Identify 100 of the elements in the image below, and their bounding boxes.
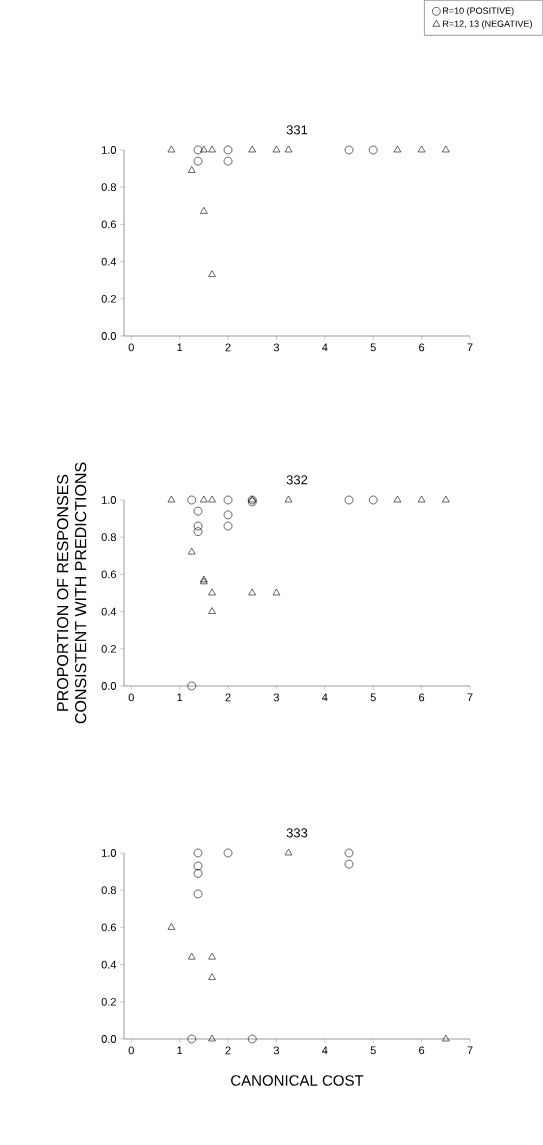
x-tick-label: 0 — [128, 693, 135, 702]
x-tick-label: 5 — [370, 343, 376, 352]
y-tick-label: 1.0 — [102, 146, 117, 154]
point — [223, 145, 233, 155]
x-tick-label: 1 — [177, 343, 183, 352]
point — [344, 848, 354, 858]
x-tick-label: 0 — [128, 1046, 135, 1055]
x-tick-label: 6 — [419, 1046, 425, 1055]
point — [223, 848, 233, 858]
x-tick-label: 3 — [273, 693, 280, 702]
point — [167, 145, 176, 153]
point — [369, 495, 378, 505]
y-tick-label: 0.4 — [101, 607, 117, 616]
point — [193, 889, 203, 899]
y-tick-label: 0.8 — [101, 183, 117, 192]
point — [272, 588, 281, 596]
point — [223, 495, 233, 505]
point — [193, 527, 203, 536]
point — [193, 521, 203, 531]
y-tick-label: 0.0 — [101, 1035, 117, 1043]
point — [193, 506, 203, 516]
y-tick-label: 0.6 — [101, 220, 117, 229]
point — [193, 145, 203, 155]
point — [393, 145, 402, 153]
point — [223, 521, 233, 531]
y-tick-label: 1.0 — [102, 496, 117, 504]
y-tick-label: 0.0 — [101, 682, 117, 690]
x-tick-label: 3 — [273, 1046, 280, 1055]
x-tick-label: 6 — [419, 343, 425, 352]
x-tick-label: 1 — [177, 1046, 183, 1055]
point — [223, 510, 233, 520]
point — [208, 495, 217, 503]
legend-label: R=10 (POSITIVE) — [443, 7, 514, 16]
point — [418, 145, 426, 153]
point — [442, 145, 450, 153]
x-tick-label: 3 — [273, 343, 280, 352]
point — [193, 861, 203, 871]
point — [200, 495, 208, 503]
point — [208, 588, 217, 596]
point — [167, 495, 176, 503]
y-tick-label: 0.6 — [101, 923, 117, 932]
x-tick-label: 5 — [370, 1046, 376, 1055]
x-tick-label: 6 — [419, 693, 425, 702]
point — [248, 1034, 257, 1044]
point — [193, 848, 203, 858]
x-tick-label: 7 — [467, 693, 473, 702]
x-tick-label: 4 — [322, 1046, 328, 1055]
point — [188, 166, 196, 173]
point — [393, 495, 402, 503]
point — [442, 1034, 450, 1042]
point — [208, 1034, 217, 1042]
x-tick-label: 1 — [177, 693, 183, 702]
x-tick-label: 7 — [467, 343, 473, 352]
point — [193, 869, 203, 878]
point — [188, 952, 196, 960]
x-tick-label: 4 — [322, 693, 328, 702]
point — [187, 681, 197, 691]
x-tick-label: 0 — [128, 343, 135, 352]
point — [187, 1034, 197, 1044]
y-tick-label: 0.6 — [101, 570, 117, 579]
point — [208, 145, 217, 153]
point — [167, 923, 176, 930]
y-tick-label: 0.8 — [101, 886, 117, 895]
point — [200, 145, 208, 153]
point — [344, 145, 354, 155]
point — [284, 145, 293, 153]
point — [200, 207, 208, 214]
y-tick-label: 0.4 — [101, 960, 117, 969]
point — [248, 145, 257, 153]
point — [284, 848, 293, 856]
point — [344, 859, 354, 869]
x-tick-label: 2 — [225, 1046, 231, 1055]
point — [369, 145, 378, 155]
point — [344, 495, 354, 505]
point — [208, 952, 217, 960]
chart-title: 331 — [286, 125, 308, 135]
point — [208, 973, 217, 980]
x-tick-label: 2 — [225, 693, 231, 702]
legend-label: R=12, 13 (NEGATIVE) — [443, 20, 533, 29]
y-axis-title: PROPORTION OF RESPONSES CONSISTENT WITH PREDICTIONS — [57, 462, 87, 724]
point — [193, 156, 203, 166]
x-axis-title: CANONICAL COST — [231, 1075, 364, 1086]
y-tick-label: 0.0 — [101, 332, 117, 340]
x-tick-label: 2 — [225, 343, 231, 352]
y-tick-label: 0.8 — [101, 533, 117, 542]
y-tick-label: 0.2 — [101, 644, 117, 653]
chart-title: 332 — [286, 475, 308, 485]
point — [272, 145, 281, 153]
chart-title: 333 — [286, 828, 308, 838]
y-tick-label: 0.2 — [101, 997, 117, 1006]
point — [418, 495, 426, 503]
x-tick-label: 5 — [370, 693, 376, 702]
x-tick-label: 7 — [467, 1046, 473, 1055]
y-tick-label: 0.4 — [101, 257, 117, 266]
point — [284, 495, 293, 503]
point — [442, 495, 450, 503]
point — [223, 156, 233, 166]
point — [248, 588, 257, 596]
x-tick-label: 4 — [322, 343, 328, 352]
point — [208, 607, 217, 614]
